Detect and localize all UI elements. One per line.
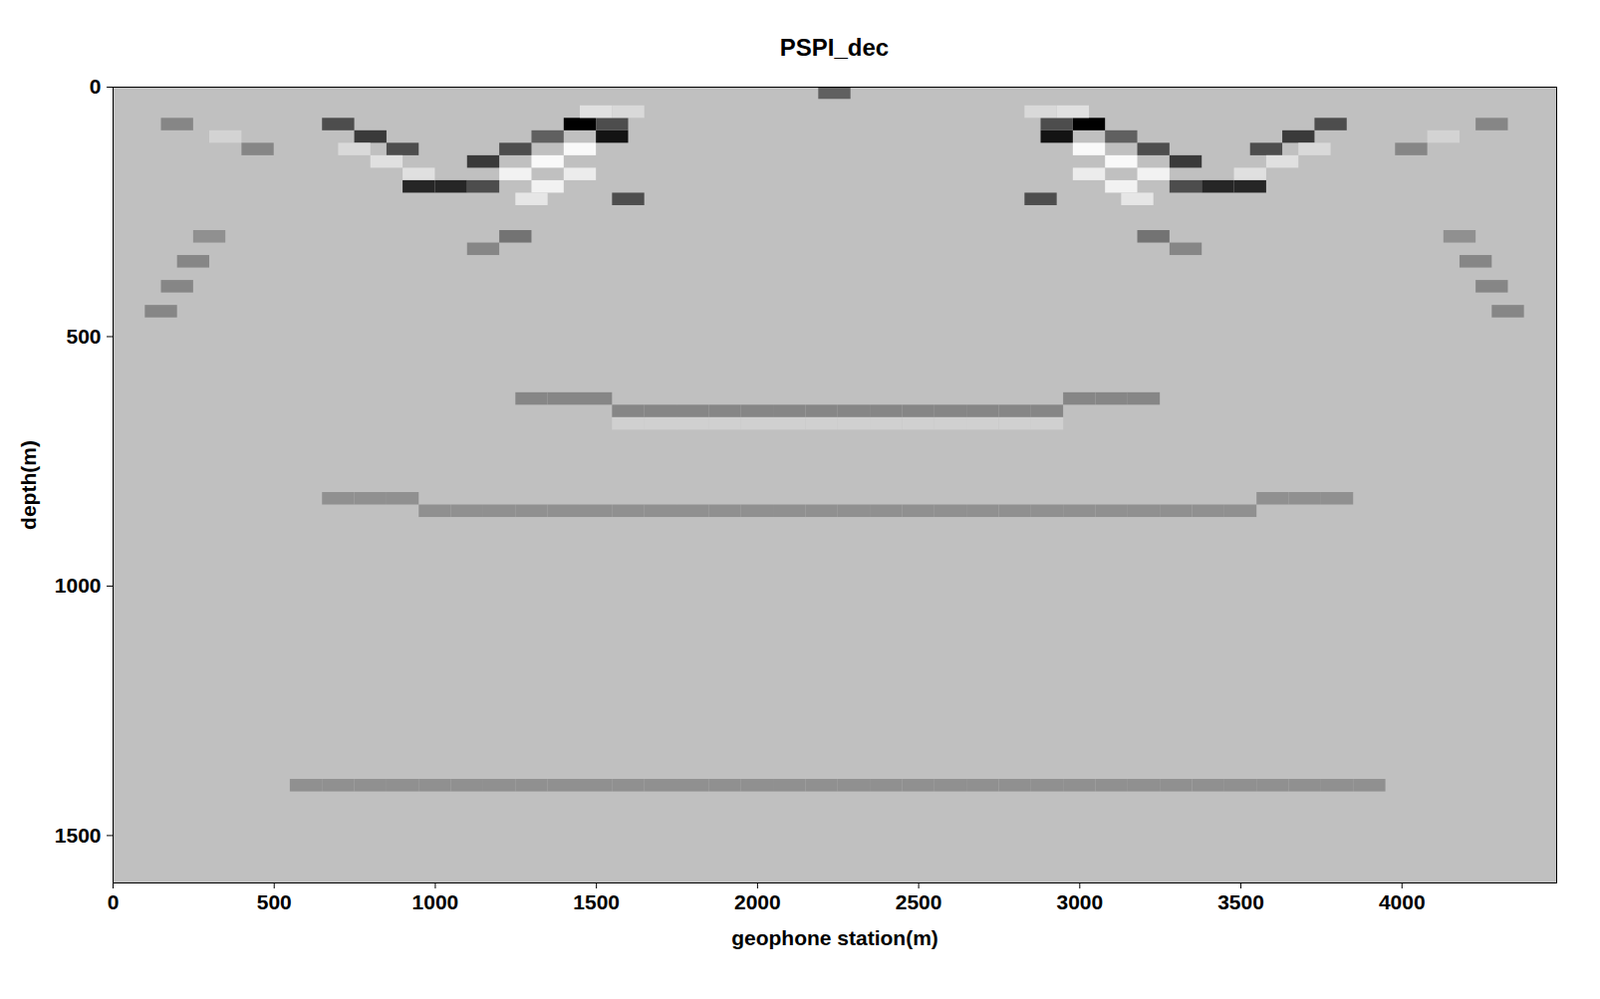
svg-text:depth(m): depth(m) [16, 440, 40, 531]
svg-text:1500: 1500 [54, 823, 102, 847]
svg-text:geophone station(m): geophone station(m) [731, 926, 939, 950]
svg-text:0: 0 [107, 890, 120, 914]
svg-text:0: 0 [89, 74, 102, 98]
svg-text:1500: 1500 [572, 890, 620, 914]
svg-text:500: 500 [65, 324, 101, 348]
svg-text:3000: 3000 [1056, 890, 1103, 914]
svg-text:3500: 3500 [1217, 890, 1265, 914]
html-text:PSPI_dec: PSPI_dec [779, 33, 889, 61]
svg-text:4000: 4000 [1378, 890, 1426, 914]
svg-text:2500: 2500 [895, 890, 943, 914]
svg-text:1000: 1000 [412, 890, 460, 914]
svg-text:1000: 1000 [54, 573, 102, 597]
svg-text:2000: 2000 [734, 890, 782, 914]
svg-text:500: 500 [257, 890, 292, 914]
